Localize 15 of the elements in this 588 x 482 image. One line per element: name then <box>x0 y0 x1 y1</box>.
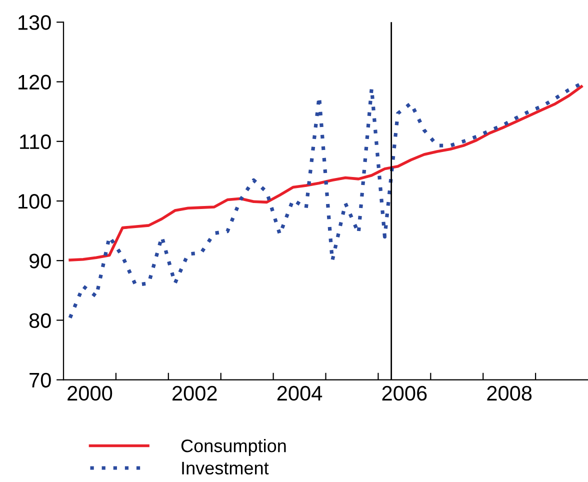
y-tick-label: 100 <box>18 194 51 209</box>
x-tick-label: 2008 <box>487 386 532 401</box>
y-tick-label: 80 <box>29 313 51 328</box>
line-series <box>68 85 583 262</box>
legend-label: Consumption <box>181 438 286 456</box>
x-tick-label: 2000 <box>68 386 112 401</box>
x-tick-label: 2002 <box>172 386 217 401</box>
y-tick-label: 120 <box>18 74 51 90</box>
legend-label: Investment <box>182 462 269 474</box>
y-tick-label: 70 <box>30 372 51 388</box>
x-tick-label: 2004 <box>277 386 322 401</box>
x-tick-label: 2006 <box>382 386 427 401</box>
y-tick-label: 110 <box>20 134 51 150</box>
y-tick-label: 130 <box>18 15 51 30</box>
y-tick-label: 90 <box>30 254 51 268</box>
